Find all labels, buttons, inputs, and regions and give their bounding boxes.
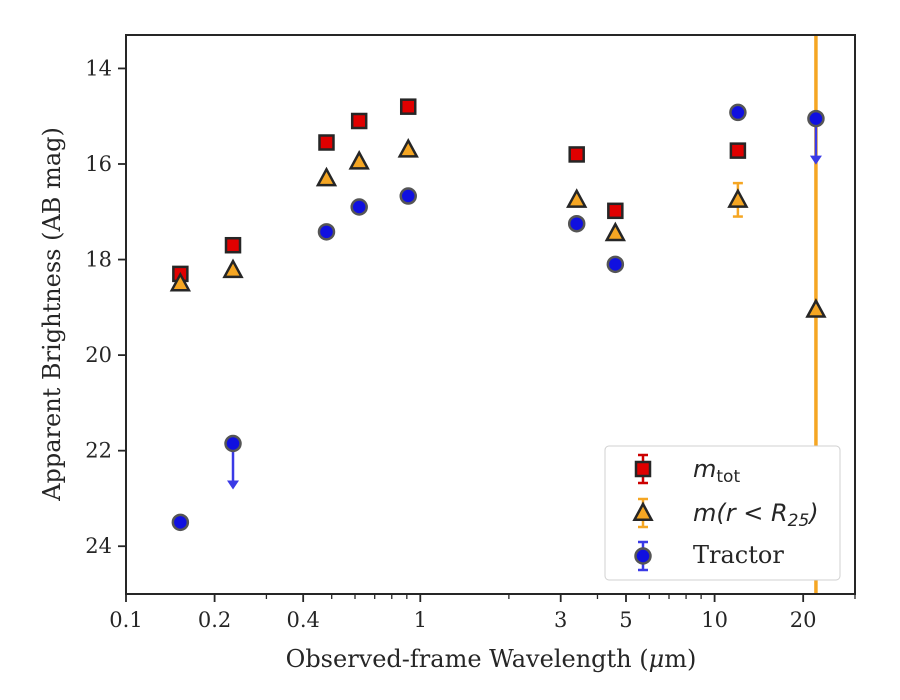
x-axis-label: Observed-frame Wavelength (μm) (286, 645, 697, 673)
x-tick-label: 0.1 (109, 608, 142, 632)
data-point-circle (807, 109, 825, 128)
x-tick-label: 1 (414, 608, 427, 632)
axes: 0.1 0.2 0.4 1 3 5 10 20 14 16 18 20 22 24 (85, 34, 856, 632)
data-point-square (350, 112, 368, 130)
data-point-square (318, 134, 335, 151)
data-point-circle (317, 223, 336, 241)
x-tick-label: 20 (790, 608, 817, 632)
legend-label-tractor: Tractor (693, 541, 784, 569)
x-tick-label: 10 (701, 608, 728, 632)
data-point-circle (567, 214, 586, 233)
y-tick-label: 22 (85, 439, 112, 463)
upper-limit-arrow-head (227, 480, 240, 490)
data-point-square (607, 202, 624, 220)
y-tick-label: 20 (85, 343, 112, 367)
data-point-circle (606, 255, 625, 274)
legend-marker-square (634, 460, 652, 478)
data-point-triangle (805, 298, 827, 318)
plot-area (169, 35, 827, 594)
x-tick-label: 0.4 (286, 608, 319, 632)
data-point-triangle (727, 188, 749, 208)
series-square (172, 98, 747, 283)
y-tick-label: 14 (85, 56, 112, 80)
data-point-triangle (222, 258, 244, 279)
y-axis-label: Apparent Brightness (AB mag) (38, 127, 66, 502)
data-point-circle (171, 513, 190, 532)
legend-marker-triangle (632, 501, 654, 521)
data-point-square (224, 236, 242, 254)
data-point-square (399, 98, 417, 115)
data-point-triangle (604, 221, 626, 242)
data-point-circle (224, 434, 242, 453)
data-point-square (568, 146, 585, 163)
data-point-circle (399, 187, 417, 205)
data-point-triangle (566, 188, 588, 208)
data-point-triangle (169, 271, 192, 292)
data-point-triangle (315, 166, 338, 187)
y-tick-label: 18 (85, 248, 112, 272)
data-point-square (729, 142, 747, 159)
upper-limit-arrow-head (809, 155, 822, 165)
series-circle (171, 103, 825, 532)
legend-marker-circle (634, 547, 652, 565)
axes-frame (125, 34, 856, 595)
y-tick-label: 16 (85, 152, 112, 176)
x-tick-label: 5 (619, 608, 632, 632)
data-point-circle (350, 198, 368, 216)
data-point-circle (729, 103, 747, 122)
x-tick-label: 0.2 (198, 608, 231, 632)
data-point-triangle (348, 149, 370, 170)
legend-label-mr25: m(r < R25) (693, 499, 819, 531)
series-triangle (169, 138, 827, 318)
data-point-triangle (397, 138, 419, 158)
legend: mtot m(r < R25) Tractor (604, 445, 841, 581)
x-tick-label: 3 (554, 608, 567, 632)
y-tick-label: 24 (85, 534, 112, 558)
legend-label-mtot: mtot (693, 455, 740, 487)
legend-box (604, 445, 841, 581)
